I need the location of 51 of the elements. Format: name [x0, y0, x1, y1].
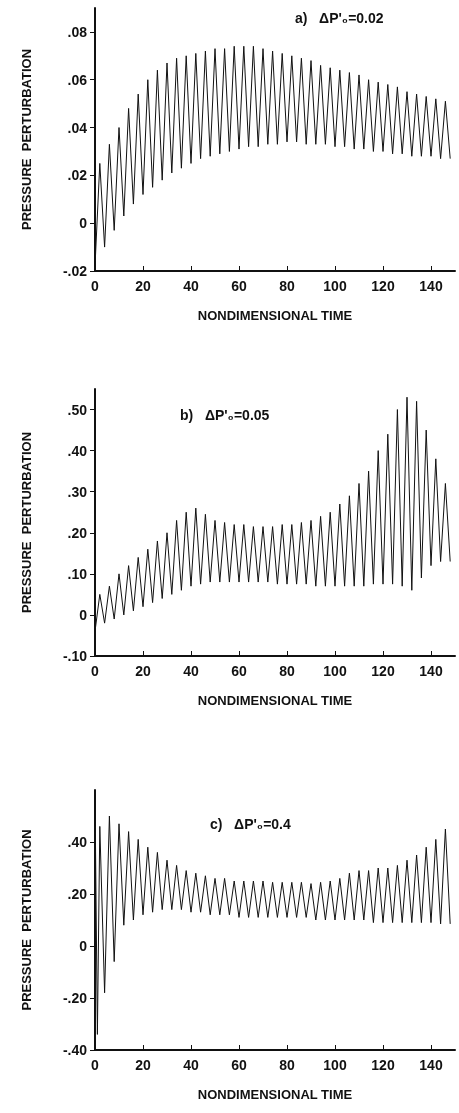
x-tick-label: 60 [231, 278, 247, 294]
y-tick-label: .50 [67, 401, 88, 418]
x-tick-label: 120 [371, 663, 395, 679]
y-tick-label: .40 [67, 442, 88, 459]
y-axis-title: PRESSURE PERTURBATION [19, 829, 34, 1011]
x-tick-label: 20 [135, 1057, 151, 1073]
x-tick-label: 80 [279, 278, 295, 294]
y-tick-label: .10 [67, 565, 88, 582]
y-tick-label: .06 [67, 71, 88, 88]
x-tick-label: 20 [135, 278, 151, 294]
y-tick-label: -.10 [62, 648, 88, 664]
y-tick-label: 0 [79, 938, 88, 954]
x-tick-label: 0 [91, 663, 100, 679]
x-tick-label: 40 [183, 278, 199, 294]
x-axis-title: NONDIMENSIONAL TIME [197, 1087, 353, 1102]
y-tick-label: .04 [67, 119, 88, 136]
x-tick-label: 140 [419, 1057, 443, 1073]
y-tick-label: .20 [67, 886, 88, 902]
x-tick-label: 120 [371, 278, 395, 294]
y-tick-label: -.02 [62, 263, 88, 279]
text: b) ΔP'₀=0.05 [180, 407, 270, 423]
y-tick-label: .30 [67, 483, 88, 500]
y-axis-title: PRESSURE PERTURBATION [19, 48, 34, 231]
text: c) ΔP'₀=0.4 [210, 816, 292, 832]
x-tick-label: 40 [183, 1057, 199, 1073]
y-tick-label: .40 [67, 834, 88, 850]
y-tick-label: -.20 [62, 990, 88, 1006]
x-tick-label: 60 [231, 663, 247, 679]
y-tick-label: 0 [79, 215, 88, 232]
x-tick-label: 120 [371, 1057, 395, 1073]
x-tick-label: 80 [279, 1057, 295, 1073]
x-tick-label: 0 [91, 278, 100, 294]
x-tick-label: 80 [279, 663, 295, 679]
x-tick-label: 60 [231, 1057, 247, 1073]
y-tick-label: .02 [67, 167, 88, 184]
y-tick-label: .20 [67, 524, 88, 541]
x-tick-label: 100 [323, 663, 347, 679]
x-tick-label: 0 [91, 1057, 100, 1073]
y-tick-label: .08 [67, 23, 88, 40]
x-axis-title: NONDIMENSIONAL TIME [197, 693, 353, 708]
x-tick-label: 100 [323, 278, 347, 294]
y-tick-label: -.40 [62, 1042, 88, 1058]
x-tick-label: 140 [419, 663, 443, 679]
x-axis-title: NONDIMENSIONAL TIME [197, 308, 353, 323]
chart-title: a) ΔP'₀=0.02 [295, 10, 384, 26]
x-tick-label: 140 [419, 278, 443, 294]
y-axis-title: PRESSURE PERTURBATION [19, 431, 34, 614]
x-tick-label: 100 [323, 1057, 347, 1073]
x-tick-label: 40 [183, 663, 199, 679]
x-tick-label: 20 [135, 663, 151, 679]
y-tick-label: 0 [79, 606, 88, 623]
